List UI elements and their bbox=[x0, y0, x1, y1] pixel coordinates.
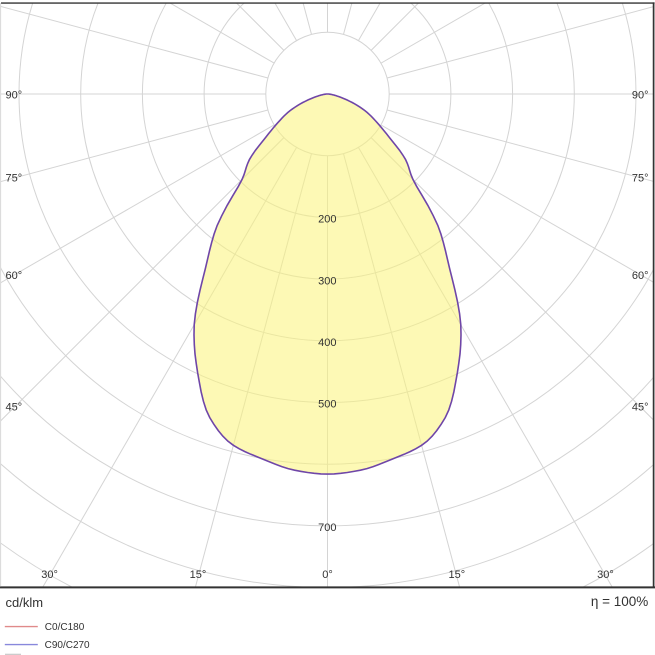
svg-text:cd/klm: cd/klm bbox=[6, 595, 44, 610]
svg-text:700: 700 bbox=[318, 522, 336, 534]
svg-text:300: 300 bbox=[318, 275, 336, 287]
svg-text:30°: 30° bbox=[41, 569, 58, 581]
svg-text:400: 400 bbox=[318, 337, 336, 349]
svg-text:30°: 30° bbox=[597, 569, 614, 581]
svg-text:η = 100%: η = 100% bbox=[591, 594, 648, 609]
svg-text:45°: 45° bbox=[632, 402, 649, 414]
svg-text:90°: 90° bbox=[6, 89, 23, 101]
svg-text:C90/C270: C90/C270 bbox=[45, 640, 90, 651]
svg-text:200: 200 bbox=[318, 214, 336, 226]
svg-text:60°: 60° bbox=[632, 270, 649, 282]
svg-text:15°: 15° bbox=[190, 569, 207, 581]
svg-text:75°: 75° bbox=[632, 173, 649, 185]
svg-text:C0/C180: C0/C180 bbox=[45, 622, 85, 633]
svg-text:0°: 0° bbox=[322, 569, 333, 581]
svg-text:500: 500 bbox=[318, 399, 336, 411]
svg-text:75°: 75° bbox=[6, 173, 23, 185]
svg-text:15°: 15° bbox=[448, 569, 465, 581]
svg-text:45°: 45° bbox=[6, 402, 23, 414]
svg-text:60°: 60° bbox=[6, 270, 23, 282]
svg-text:90°: 90° bbox=[632, 89, 649, 101]
